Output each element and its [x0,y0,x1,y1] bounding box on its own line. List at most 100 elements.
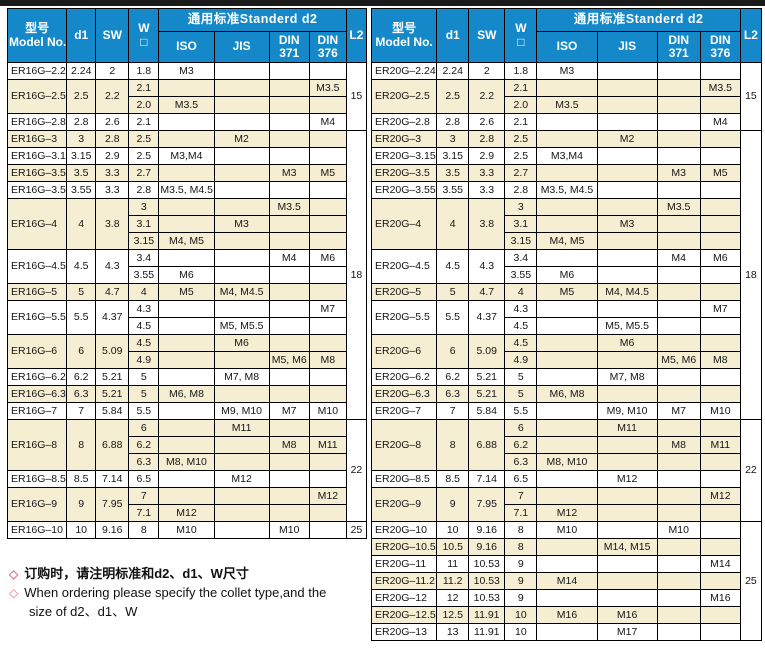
cell-din376 [308,62,347,80]
cell-d1: 2.8 [66,113,97,131]
cell-din371 [268,232,310,250]
cell-jis [213,79,270,97]
cell-din371: M10 [656,521,701,539]
cell-jis [213,521,270,539]
table-row: ER16G–3.15 3.15 2.9 2.5 M3,M4 [6,147,367,165]
cell-iso [536,623,598,641]
cell-jis [596,351,658,369]
cell-din371 [656,538,701,556]
cell-d1: 9 [66,487,97,522]
cell-iso [536,589,598,607]
cell-din376 [699,385,741,403]
cell-din376: M10 [699,402,741,420]
cell-model: ER20G–11 [370,555,438,573]
header-din376: DIN 376 [308,31,347,63]
cell-w: 6 [128,419,160,437]
cell-d1: 3.55 [66,181,97,199]
cell-din376 [699,453,741,471]
cell-iso [536,419,598,437]
cell-iso [158,198,215,216]
cell-din376 [308,147,347,165]
cell-iso [536,317,598,335]
footnote-en-cont-text: size of d2、d1、W [29,603,138,619]
table-row: ER20G–3.5 3.5 3.3 2.7 M3 M5 [370,164,762,182]
cell-iso: M14 [536,572,598,590]
table-row: ER20G–12 12 10.53 9 M16 [370,589,762,607]
cell-din371 [656,504,701,522]
cell-jis [213,198,270,216]
cell-model: ER16G–3.5 [6,164,68,182]
cell-din376 [699,317,741,335]
cell-w: 2.5 [128,147,160,165]
cell-model: ER20G–6.2 [370,368,438,386]
cell-sw: 4.7 [468,283,506,301]
table-row: 2.0 M3.5 [372,96,762,114]
cell-din371 [656,334,701,352]
cell-din376: M16 [699,589,741,607]
cell-din376 [308,215,347,233]
cell-jis [213,453,270,471]
cell-w: 5 [128,385,160,403]
cell-iso [536,130,598,148]
table-row: ER16G–3.5 3.5 3.3 2.7 M3 M5 [6,164,367,182]
cell-d1: 3.5 [66,164,97,182]
cell-jis [213,164,270,182]
cell-din371 [656,385,701,403]
cell-iso: M6, M8 [536,385,598,403]
cell-w: 2.1 [128,113,160,131]
cell-jis [213,232,270,250]
cell-iso [536,79,598,97]
cell-iso: M8, M10 [158,453,215,471]
cell-din376: M6 [308,249,347,267]
cell-w: 2.7 [504,164,538,182]
cell-din376: M12 [308,487,347,505]
cell-d1: 2.24 [436,62,470,80]
cell-din376: M10 [308,402,347,420]
cell-sw: 10.53 [468,555,506,573]
cell-din376 [699,623,741,641]
cell-jis [213,113,270,131]
cell-w: 2.5 [504,147,538,165]
cell-jis: M12 [596,470,658,488]
cell-d1: 2.24 [66,62,97,80]
cell-d1: 7 [436,402,470,420]
cell-w: 10 [504,623,538,641]
cell-model: ER20G–10 [370,521,438,539]
cell-din371 [268,334,310,352]
cell-w: 2.0 [504,96,538,114]
cell-model: ER20G–6.3 [370,385,438,403]
cell-jis [596,572,658,590]
header-d1: d1 [66,8,97,63]
cell-w: 2.0 [128,96,160,114]
cell-sw: 7.95 [95,487,130,522]
cell-iso [158,317,215,335]
cell-jis: M7, M8 [213,368,270,386]
cell-jis [213,504,270,522]
cell-w: 2.1 [128,79,160,97]
cell-jis: M12 [213,470,270,488]
cell-w: 3.1 [128,215,160,233]
table-row: ER20G–7 7 5.84 5.5 M9, M10 M7 M10 [370,402,762,420]
cell-din371 [656,113,701,131]
cell-iso [536,249,598,267]
header-sw: SW [95,8,130,63]
cell-model: ER20G–12.5 [370,606,438,624]
cell-sw: 9.16 [95,521,130,539]
cell-jis [596,164,658,182]
cell-din376 [699,96,741,114]
cell-d1: 2.5 [436,79,470,114]
cell-d1: 10.5 [436,538,470,556]
cell-din371: M7 [268,402,310,420]
cell-d1: 8 [66,419,97,471]
cell-d1: 12.5 [436,606,470,624]
cell-w: 4.9 [128,351,160,369]
cell-sw: 5.84 [468,402,506,420]
cell-model: ER20G–3.55 [370,181,438,199]
cell-model: ER16G–9 [6,487,68,522]
cell-din376 [699,470,741,488]
cell-din371 [268,79,310,97]
cell-din371: M3.5 [268,198,310,216]
cell-jis [596,113,658,131]
cell-w: 10 [504,606,538,624]
cell-d1: 3.5 [436,164,470,182]
